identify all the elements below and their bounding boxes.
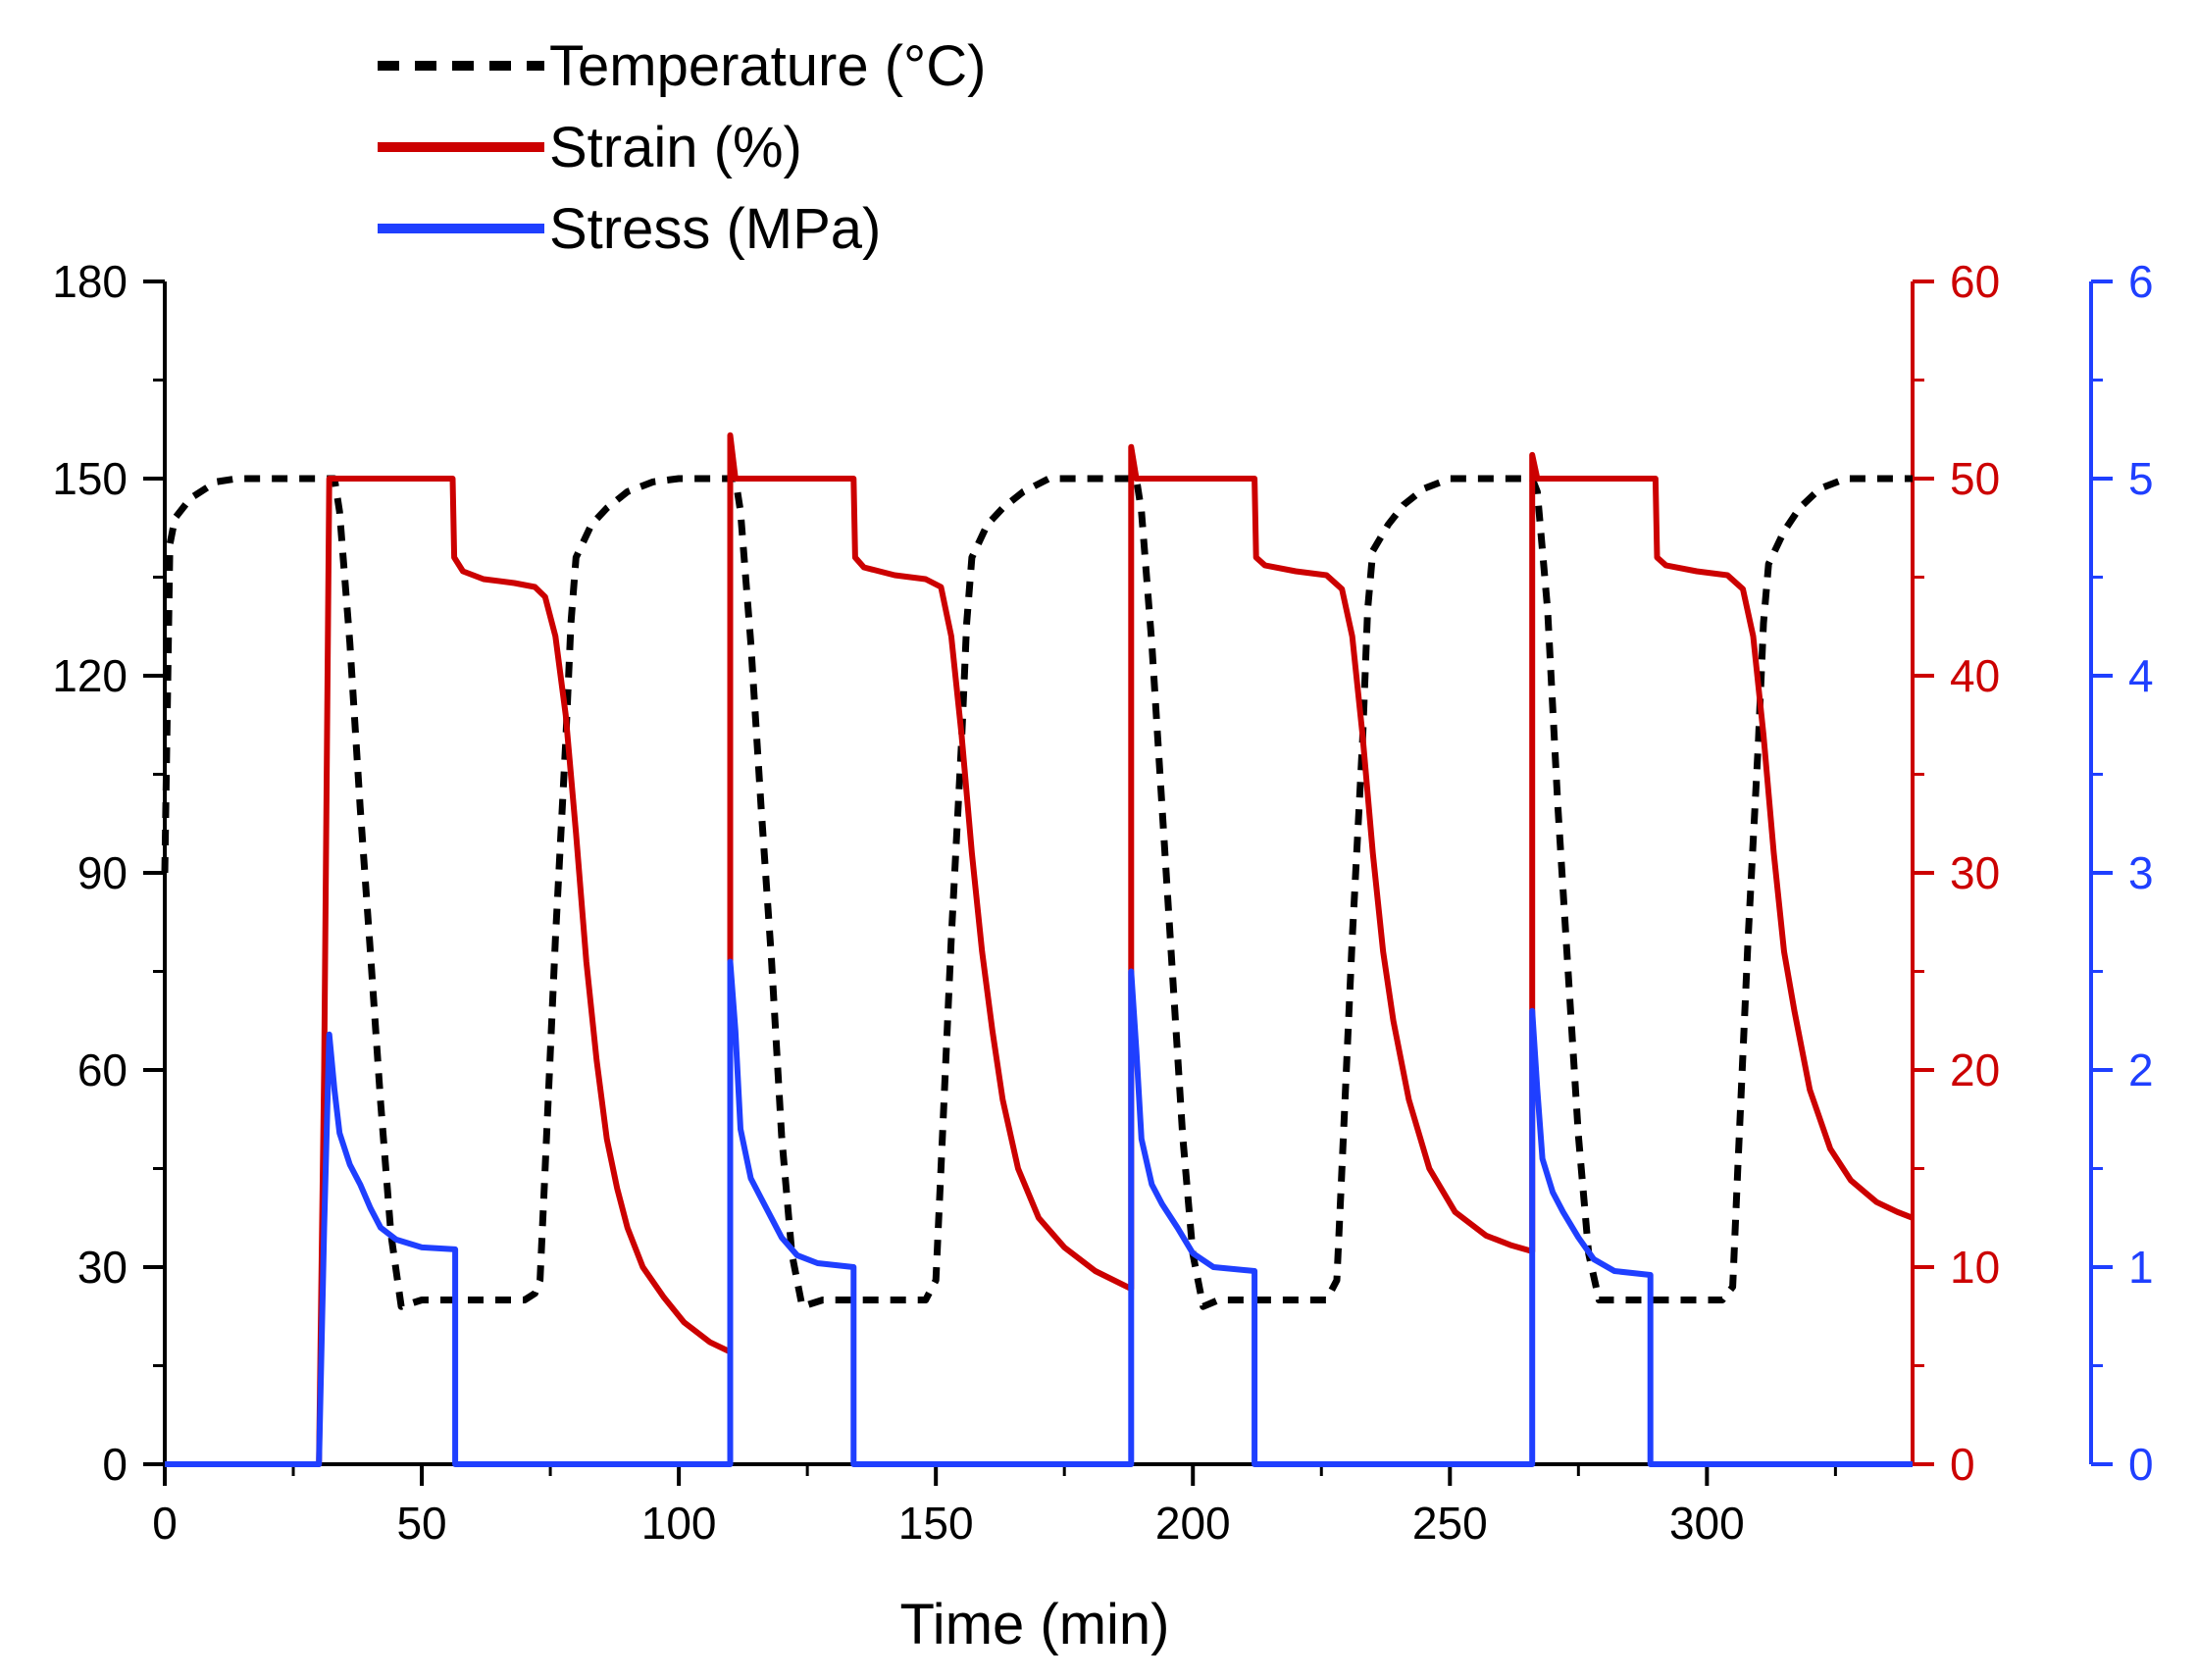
y-tick-label-strain: 0 — [1950, 1439, 1975, 1490]
y-tick-label-strain: 10 — [1950, 1242, 2000, 1293]
y-tick-label-strain: 30 — [1950, 847, 2000, 898]
series-line-temperature — [161, 475, 1913, 1310]
y-tick-label-stress: 4 — [2128, 650, 2154, 701]
legend-label-strain: Strain (%) — [549, 116, 802, 179]
legend: Temperature (°C) Strain (%) Stress (MPa) — [378, 34, 986, 261]
x-tick-label: 50 — [396, 1498, 446, 1549]
x-tick-label: 250 — [1412, 1498, 1488, 1549]
legend-label-stress: Stress (MPa) — [549, 197, 881, 261]
y-tick-label-strain: 50 — [1950, 453, 2000, 504]
y-tick-label-stress: 2 — [2128, 1044, 2154, 1095]
y-tick-label-strain: 40 — [1950, 650, 2000, 701]
x-tick-label: 300 — [1669, 1498, 1745, 1549]
y-tick-label-stress: 5 — [2128, 453, 2154, 504]
x-tick-label: 0 — [152, 1498, 178, 1549]
y-tick-label-strain: 20 — [1950, 1044, 2000, 1095]
y-tick-label-temperature: 150 — [52, 453, 128, 504]
y-tick-label-temperature: 0 — [102, 1439, 128, 1490]
y-tick-label-temperature: 90 — [77, 847, 128, 898]
x-axis-title: Time (min) — [900, 1593, 1170, 1656]
y-tick-label-stress: 0 — [2128, 1439, 2154, 1490]
y-tick-label-temperature: 60 — [77, 1044, 128, 1095]
y-tick-label-stress: 6 — [2128, 256, 2154, 307]
y-tick-label-stress: 3 — [2128, 847, 2154, 898]
x-tick-label: 100 — [641, 1498, 717, 1549]
y-tick-label-stress: 1 — [2128, 1242, 2154, 1293]
series-line-stress — [165, 958, 1913, 1467]
y-tick-label-temperature: 30 — [77, 1242, 128, 1293]
legend-label-temperature: Temperature (°C) — [549, 34, 986, 98]
y-tick-label-temperature: 180 — [52, 256, 128, 307]
y-tick-label-temperature: 120 — [52, 650, 128, 701]
y-tick-label-strain: 60 — [1950, 256, 2000, 307]
axes: 0 50 100 150 200 250 3000306090120150180010203… — [52, 256, 2153, 1549]
series-line-strain — [165, 432, 1915, 1467]
x-tick-label: 200 — [1155, 1498, 1231, 1549]
series-layer — [161, 432, 1915, 1467]
x-tick-label: 150 — [898, 1498, 974, 1549]
